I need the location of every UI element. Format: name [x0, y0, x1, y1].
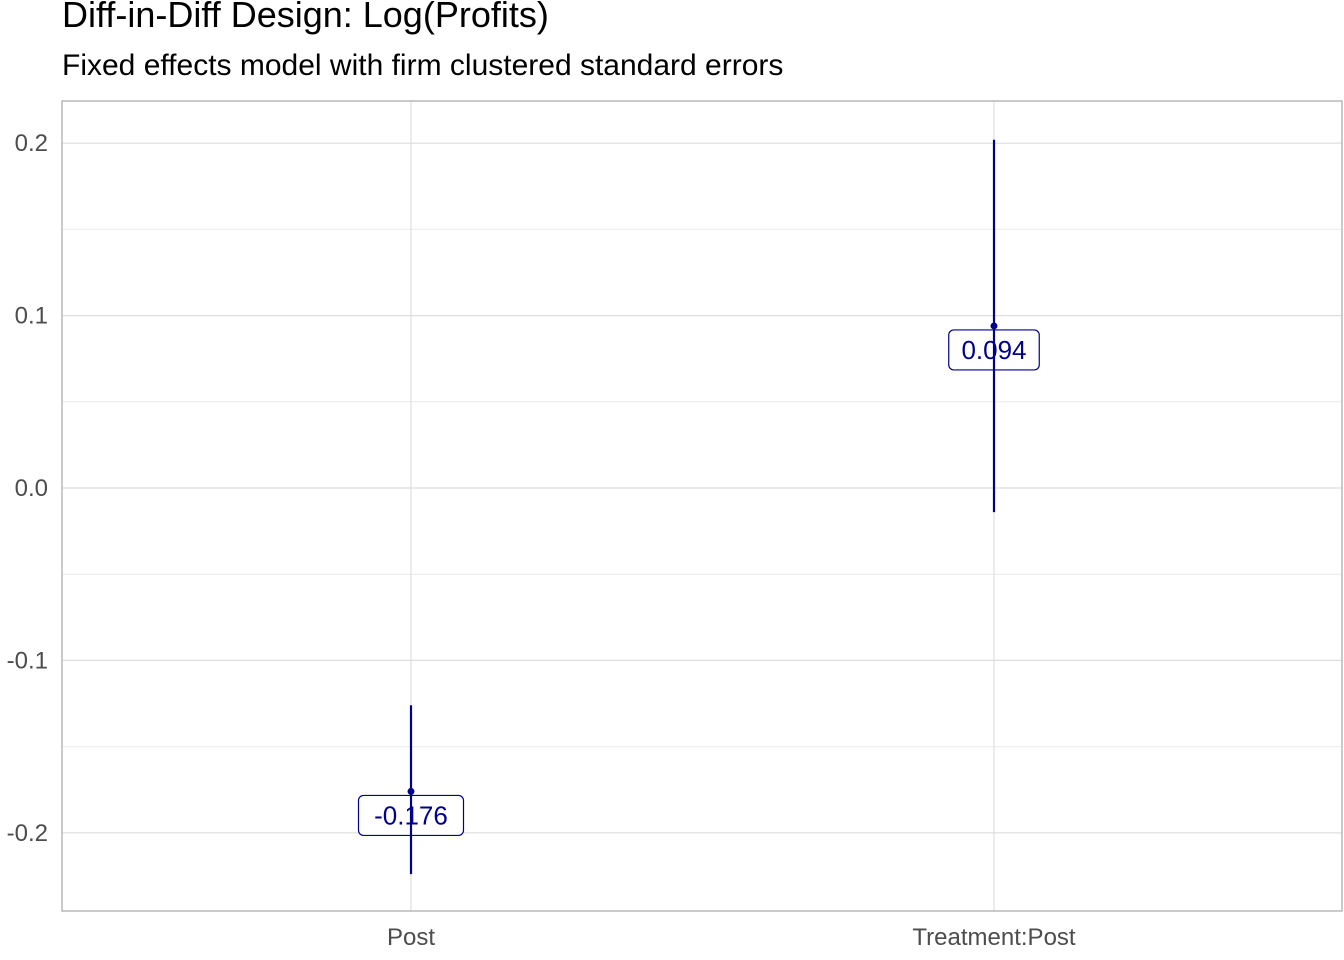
grid-layer	[62, 101, 1342, 911]
estimate-point	[990, 322, 998, 330]
x-tick-label: Treatment:Post	[912, 924, 1076, 951]
y-tick-label: -0.2	[7, 820, 48, 847]
chart-title: Diff-in-Diff Design: Log(Profits)	[62, 0, 549, 35]
chart-subtitle: Fixed effects model with firm clustered …	[62, 49, 784, 82]
y-tick-label: 0.1	[15, 303, 48, 330]
axis-layer: -0.2 -0.1 0.0 0.1 0.2 Post Treatment:Post	[7, 100, 1343, 951]
x-tick-label: Post	[387, 924, 435, 951]
estimate-point	[407, 787, 415, 795]
y-tick-label: 0.0	[15, 475, 48, 502]
y-tick-label: 0.2	[15, 130, 48, 157]
y-tick-label: -0.1	[7, 647, 48, 674]
panel-border	[61, 100, 1343, 912]
